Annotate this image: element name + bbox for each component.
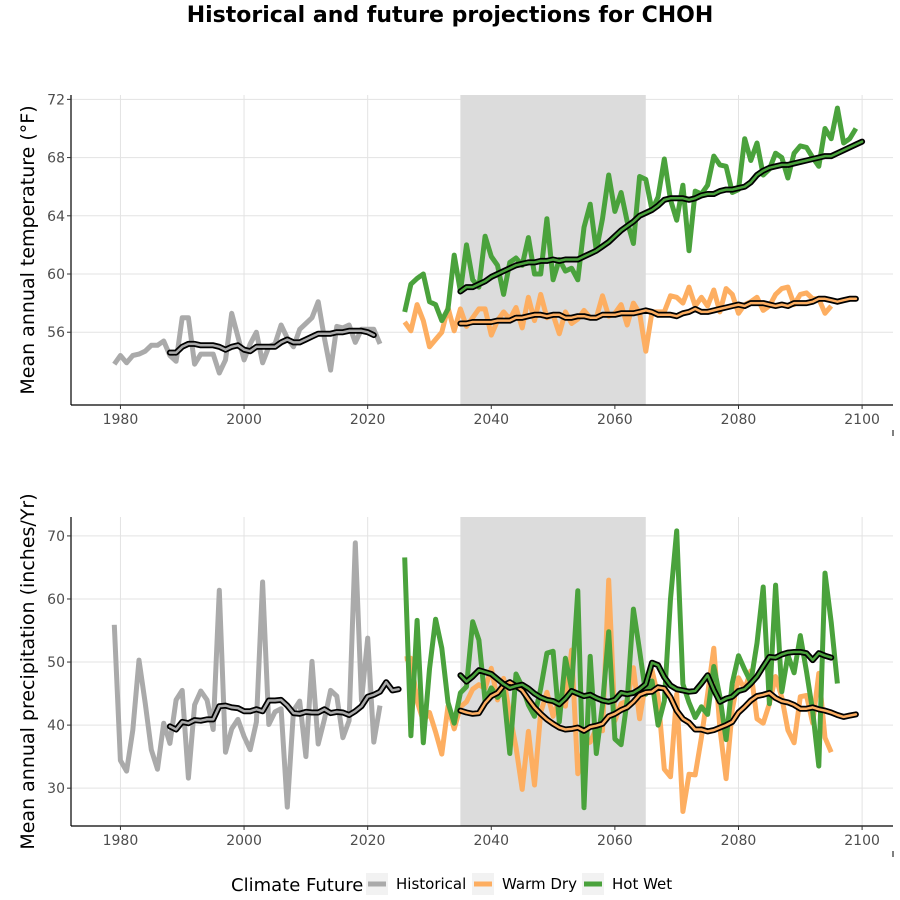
precipitation-ytick-label-50: 50 bbox=[47, 655, 65, 671]
precipitation-historical-line bbox=[111, 540, 383, 810]
precipitation-xtick-label-2020: 2020 bbox=[350, 833, 386, 849]
temperature-ytick-label-68: 68 bbox=[47, 151, 65, 167]
legend-entry-historical: Historical bbox=[366, 873, 466, 895]
precipitation-hot-wet-smooth-line bbox=[459, 650, 833, 706]
legend-title: Climate Future bbox=[231, 875, 363, 896]
legend-label-hot-wet: Hot Wet bbox=[612, 875, 672, 893]
precipitation-xtick-label-2060: 2060 bbox=[597, 833, 633, 849]
legend-label-historical: Historical bbox=[396, 875, 466, 893]
precipitation-warm-dry-smooth-line bbox=[459, 680, 858, 733]
temperature-xtick-label-2020: 2020 bbox=[350, 412, 386, 428]
precipitation-ytick-label-40: 40 bbox=[47, 718, 65, 734]
temperature-xtick-label-2060: 2060 bbox=[597, 412, 633, 428]
temperature-xtick-label-2040: 2040 bbox=[473, 412, 509, 428]
temperature-historical-smooth-outline bbox=[166, 327, 377, 356]
temperature-hot-wet-line bbox=[402, 105, 859, 324]
temperature-y-axis-label: Mean annual temperature (°F) bbox=[17, 105, 39, 394]
temperature-ytick-label-56: 56 bbox=[47, 325, 65, 341]
precipitation-xtick-label-2040: 2040 bbox=[473, 833, 509, 849]
legend-label-warm-dry: Warm Dry bbox=[502, 875, 577, 893]
temperature-xtick-label-1980: 1980 bbox=[103, 412, 139, 428]
temperature-ytick-label-64: 64 bbox=[47, 209, 65, 225]
precipitation-xtick-label-2080: 2080 bbox=[721, 833, 757, 849]
legend-entry-hot-wet: Hot Wet bbox=[582, 873, 672, 895]
temperature-ytick-label-72: 72 bbox=[47, 92, 65, 108]
precipitation-hot-wet-line bbox=[402, 528, 840, 811]
temperature-historical-smooth-line bbox=[168, 329, 376, 354]
precipitation-xtick-label-2000: 2000 bbox=[226, 833, 262, 849]
legend-entry-warm-dry: Warm Dry bbox=[472, 873, 577, 895]
temperature-panel: 1980 2000 2020 2040 2060 2080 2100 56 60 64 68 72 Me… bbox=[17, 92, 894, 436]
precipitation-ytick-label-60: 60 bbox=[47, 592, 65, 608]
temperature-hot-wet-smooth-line bbox=[459, 140, 864, 293]
precipitation-ytick-label-70: 70 bbox=[47, 529, 65, 545]
precipitation-panel: 1980 2000 2020 2040 2060 2080 2100 30 40 50 60 70 Me… bbox=[17, 493, 894, 857]
legend: Climate Future Historical Warm Dry Hot W… bbox=[231, 873, 672, 896]
temperature-xtick-label-2080: 2080 bbox=[721, 412, 757, 428]
precipitation-historical-smooth-line bbox=[168, 680, 400, 731]
precipitation-y-axis-label: Mean annual precipitation (inches/Yr) bbox=[17, 493, 39, 849]
temperature-xtick-label-2100: 2100 bbox=[844, 412, 880, 428]
precipitation-xtick-label-2100: 2100 bbox=[844, 833, 880, 849]
temperature-historical-line bbox=[112, 299, 383, 376]
temperature-xtick-label-2000: 2000 bbox=[226, 412, 262, 428]
temperature-ytick-label-60: 60 bbox=[47, 267, 65, 283]
chart-title: Historical and future projections for CH… bbox=[187, 3, 714, 28]
precipitation-ytick-label-30: 30 bbox=[47, 781, 65, 797]
temperature-warm-dry-smooth-line bbox=[459, 297, 858, 325]
precipitation-xtick-label-1980: 1980 bbox=[103, 833, 139, 849]
